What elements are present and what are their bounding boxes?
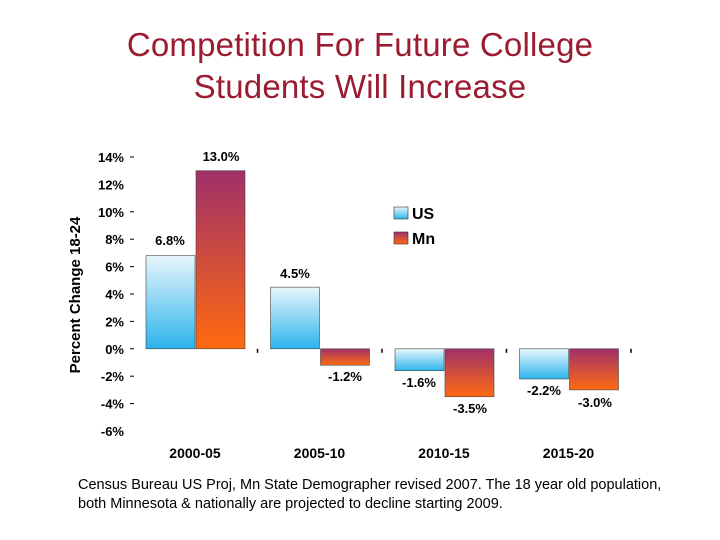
y-tick-label: -6%	[101, 424, 125, 439]
bar-mn-2000-05	[195, 170, 246, 350]
bar-us-2005-10	[270, 286, 320, 350]
y-tick-label: 14%	[98, 150, 124, 165]
data-label-mn-2015-20: -3.0%	[578, 395, 612, 410]
data-label-mn-2010-15: -3.5%	[453, 401, 487, 416]
x-tick-label: 2000-05	[169, 445, 221, 461]
y-tick-label: 6%	[105, 260, 124, 275]
chart-title-line-1: Competition For Future College	[126, 26, 594, 63]
data-label-mn-2005-10: -1.2%	[328, 369, 362, 384]
data-label-us-2010-15: -1.6%	[402, 375, 436, 390]
x-tick-label: 2010-15	[418, 445, 470, 461]
data-label-mn-2000-05: 13.0%	[203, 149, 240, 164]
x-tick-label: 2015-20	[543, 445, 595, 461]
y-tick-label: 8%	[105, 232, 124, 247]
legend: US Mn	[388, 201, 448, 252]
y-tick-label: 12%	[98, 177, 124, 192]
y-tick-label: 0%	[105, 342, 124, 357]
bar-us-2010-15	[394, 348, 445, 372]
y-tick-label: -2%	[101, 369, 125, 384]
y-tick-label: 2%	[105, 314, 124, 329]
bar-chart: Percent Change 18-24 14% 12% 10% 8% 6% 4% 2% 0%…	[67, 149, 632, 461]
y-tick-label: -4%	[101, 397, 125, 412]
footnote: Census Bureau US Proj, Mn State Demograp…	[78, 477, 662, 512]
y-tick-label: 10%	[98, 205, 124, 220]
legend-swatch-us	[393, 206, 409, 220]
data-label-us-2000-05: 6.8%	[155, 233, 185, 248]
bar-mn-2005-10	[320, 348, 370, 366]
bar-us-2015-20	[519, 348, 569, 380]
y-axis-title: Percent Change 18-24	[67, 216, 84, 373]
chart-title: Competition For Future College Students …	[0, 24, 720, 108]
legend-label-mn: Mn	[412, 231, 435, 248]
data-label-us-2015-20: -2.2%	[527, 383, 561, 398]
y-tick-label: 4%	[105, 287, 124, 302]
bar-mn-2015-20	[569, 348, 619, 391]
bar-us-2000-05	[145, 255, 196, 350]
data-label-us-2005-10: 4.5%	[280, 266, 310, 281]
x-tick-label: 2005-10	[294, 445, 346, 461]
legend-swatch-mn	[393, 231, 409, 245]
legend-label-us: US	[412, 206, 435, 223]
chart-title-line-2: Students Will Increase	[193, 68, 527, 105]
bar-mn-2010-15	[444, 348, 495, 398]
